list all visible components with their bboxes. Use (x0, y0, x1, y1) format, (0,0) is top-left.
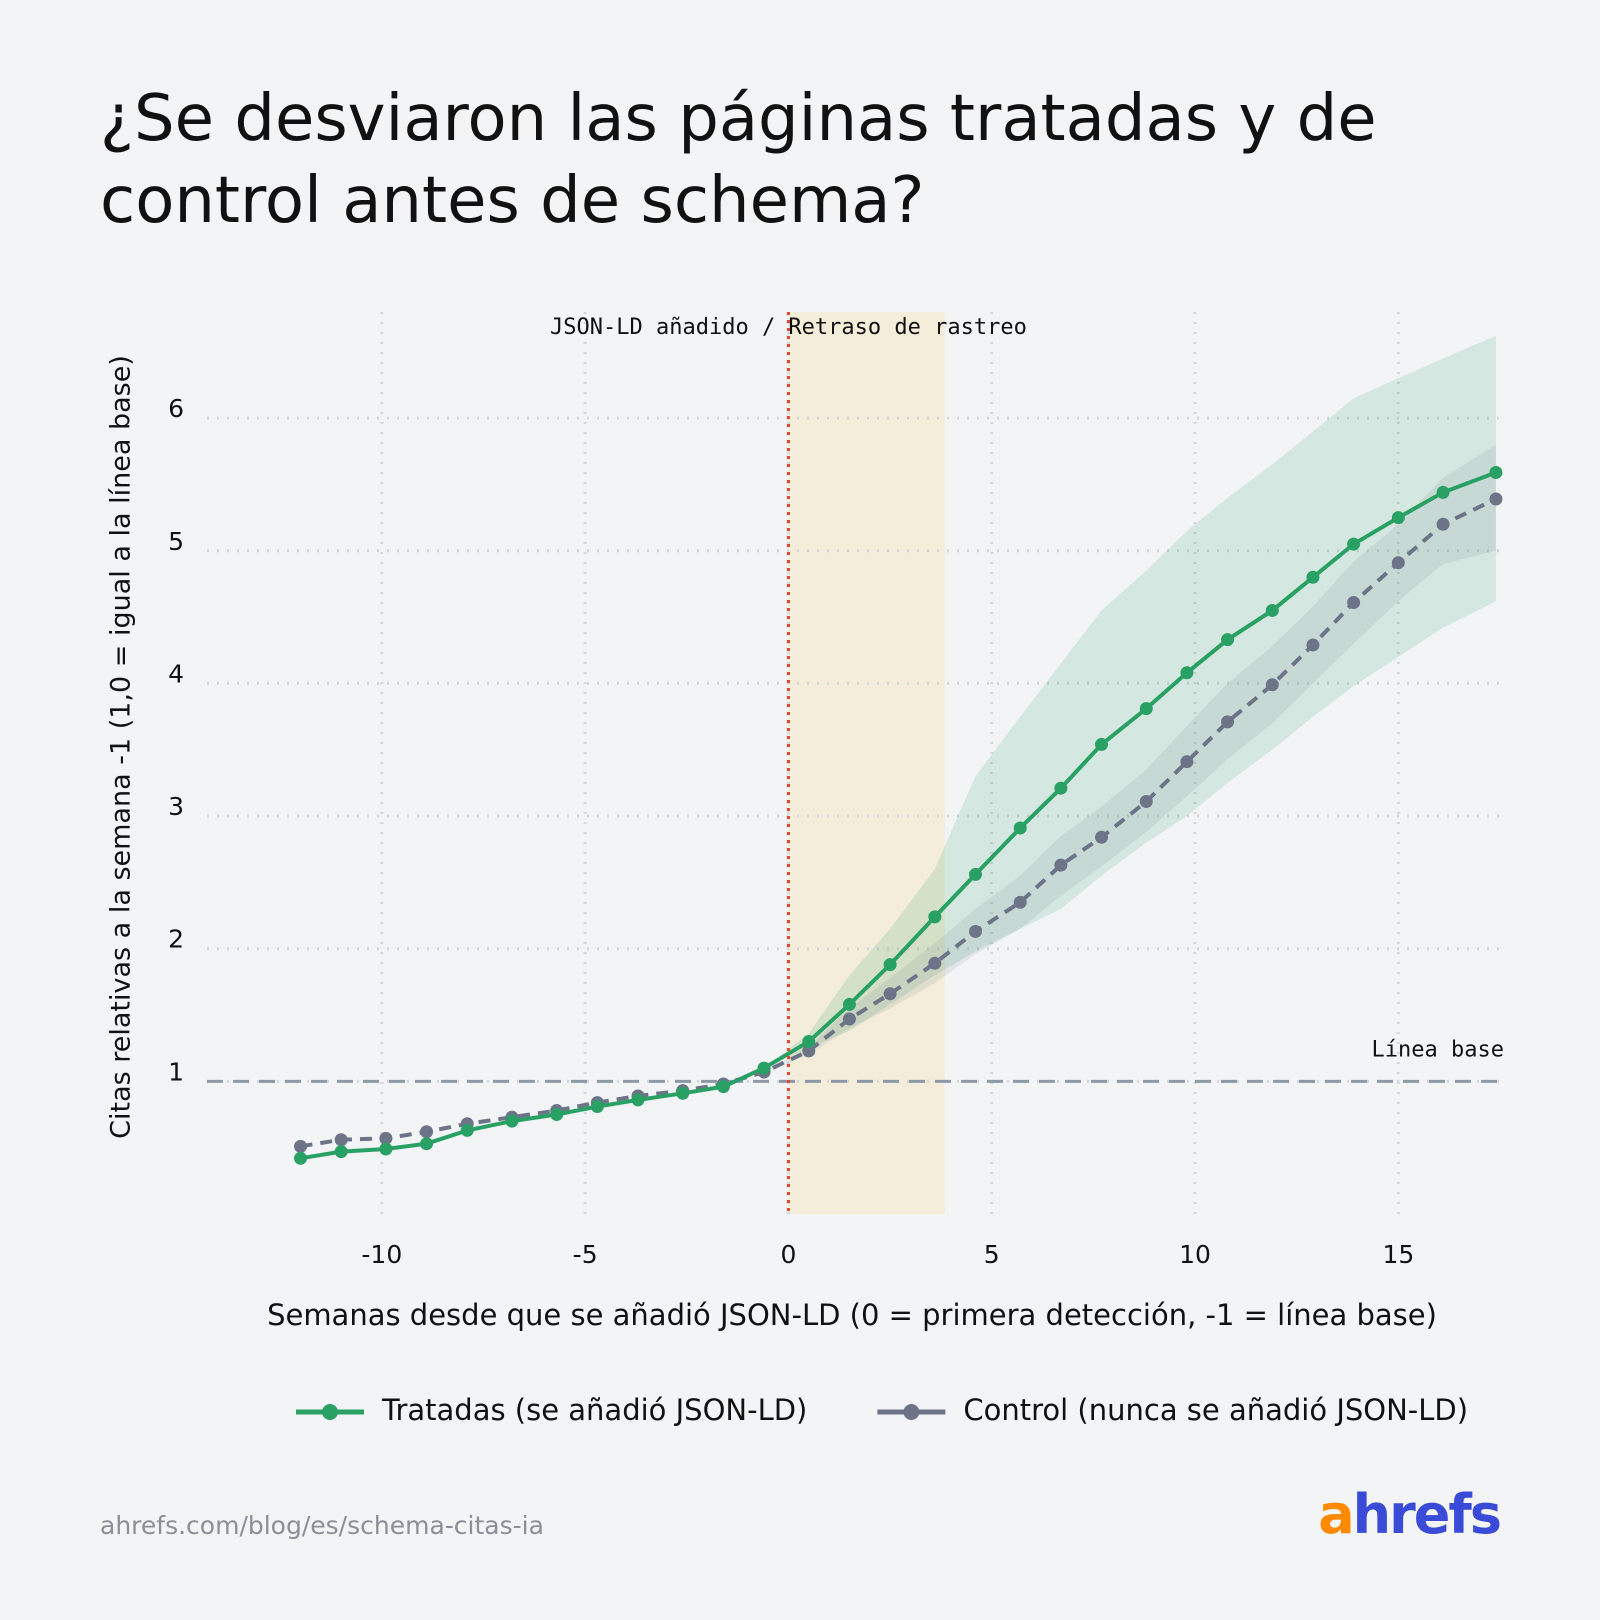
point (1095, 830, 1109, 844)
point (883, 958, 897, 972)
point (294, 1139, 308, 1153)
x-tick-label: 15 (1382, 1240, 1414, 1269)
point (1054, 858, 1068, 872)
point (1054, 781, 1068, 795)
plot (207, 312, 1503, 1214)
point (676, 1086, 690, 1100)
y-tick-label: 3 (168, 792, 184, 821)
y-tick-label: 2 (168, 925, 184, 954)
shade-label: JSON-LD añadido / Retraso de rastreo (550, 315, 1027, 340)
source: ahrefs.com/blog/es/schema-citas-ia (100, 1511, 544, 1540)
point (1095, 737, 1109, 751)
point (1139, 794, 1153, 808)
point (1265, 603, 1279, 617)
point (1180, 666, 1194, 680)
point (420, 1125, 434, 1139)
point (334, 1133, 348, 1147)
point (1347, 537, 1361, 551)
logo-accent: a (1318, 1483, 1352, 1546)
point (1265, 678, 1279, 692)
series-line (300, 497, 1497, 1149)
point (1306, 638, 1320, 652)
point (294, 1151, 308, 1165)
y-tick-label: 6 (168, 394, 184, 423)
point (757, 1061, 771, 1075)
point (842, 1012, 856, 1026)
point (1391, 556, 1405, 570)
legend-label: Control (nunca se añadió JSON-LD) (963, 1393, 1468, 1427)
point (968, 867, 982, 881)
legend-marker (903, 1404, 920, 1420)
x-tick-label: 5 (984, 1240, 1000, 1269)
point (550, 1108, 564, 1122)
confidence-band (764, 335, 1496, 1069)
point (379, 1131, 393, 1145)
x-tick-label: 0 (780, 1240, 796, 1269)
point (590, 1100, 604, 1114)
point (1180, 755, 1194, 769)
y-tick-label: 4 (168, 659, 184, 688)
point (420, 1137, 434, 1151)
point (1347, 595, 1361, 609)
point (968, 924, 982, 938)
y-tick-label: 1 (168, 1057, 184, 1086)
point (1489, 466, 1503, 480)
legend-marker (322, 1404, 338, 1420)
point (631, 1093, 645, 1107)
point (379, 1142, 393, 1156)
point (716, 1080, 730, 1094)
point (1139, 702, 1153, 716)
point (1391, 511, 1405, 525)
point (928, 910, 942, 924)
x-tick-label: 10 (1179, 1240, 1211, 1269)
baseline-label: Línea base (1372, 1037, 1504, 1062)
confidence-band (764, 444, 1496, 1073)
point (1436, 517, 1450, 531)
point (1306, 570, 1320, 584)
point (928, 956, 942, 970)
y-axis-label: Citas relativas a la semana -1 (1,0 = ig… (106, 355, 137, 1139)
shade-region (788, 312, 945, 1214)
legend-label: Tratadas (se añadió JSON-LD) (381, 1393, 807, 1427)
point (1489, 492, 1503, 506)
point (460, 1123, 474, 1137)
x-tick-label: -5 (573, 1240, 598, 1269)
chart-title: ¿Se desviaron las páginas tratadas y de … (100, 82, 1377, 238)
point (334, 1145, 348, 1159)
point (505, 1114, 519, 1128)
point (1013, 895, 1027, 909)
x-axis-label: Semanas desde que se añadió JSON-LD (0 =… (267, 1298, 1437, 1332)
x-tick-label: -10 (361, 1240, 402, 1269)
logo-text: hrefs (1353, 1483, 1500, 1546)
point (1221, 715, 1235, 729)
point (1436, 485, 1450, 499)
y-tick-label: 5 (168, 527, 184, 556)
point (883, 987, 897, 1001)
point (802, 1044, 816, 1058)
point (802, 1035, 816, 1049)
point (1013, 821, 1027, 835)
point (842, 997, 856, 1011)
point (1221, 633, 1235, 647)
logo: ahrefs (1318, 1483, 1500, 1546)
